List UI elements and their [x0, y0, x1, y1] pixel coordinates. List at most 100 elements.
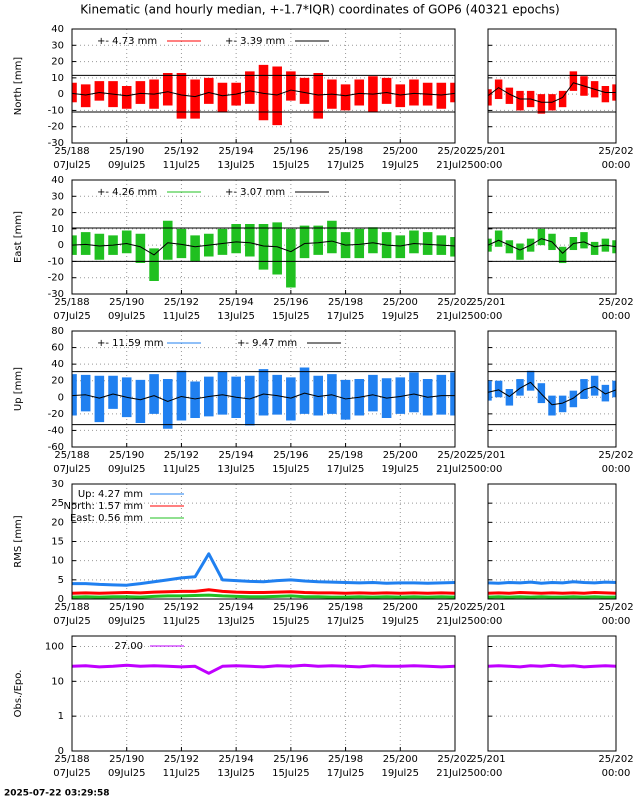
y-tick-label: 25: [51, 498, 64, 509]
x-tick-label: 25/202 00:00: [598, 450, 634, 475]
x-tick-label: 25/194 13Jul25: [217, 450, 255, 475]
x-tick-label: 25/196 15Jul25: [272, 754, 310, 779]
series-line: [488, 663, 616, 669]
x-tick-label: 25/200 19Jul25: [381, 754, 420, 779]
series-line: [72, 663, 455, 675]
x-tick-label: 25/196 15Jul25: [272, 450, 310, 475]
y-tick-label: 0: [58, 746, 64, 757]
y-tick-label: -10: [48, 256, 64, 267]
y-tick-label: 40: [51, 175, 64, 186]
x-tick-label-box: 25/188 07Jul25: [53, 754, 91, 779]
y-tick-label: 20: [51, 208, 64, 219]
panel-frame: [71, 483, 456, 600]
x-tick-label: 25/188 07Jul25: [53, 602, 91, 627]
x-tick-label: 25/202 21Jul25: [436, 146, 474, 171]
y-tick-label: -30: [48, 138, 64, 149]
series-line: [72, 392, 455, 402]
plot-area: [488, 71, 616, 114]
x-tick-label-box: 25/202 00:00: [598, 450, 634, 475]
series-line: [488, 590, 616, 595]
plot-area: [488, 580, 616, 599]
x-tick-label: 25/192 11Jul25: [162, 602, 201, 627]
x-tick-label: 25/202 21Jul25: [436, 450, 474, 475]
legend-label: +- 3.07 mm: [225, 187, 285, 198]
y-tick-label: 30: [51, 40, 64, 51]
y-tick-label: 10: [51, 556, 64, 567]
x-tick-label: 25/202 00:00: [598, 146, 634, 171]
x-tick-label-box: 25/198 17Jul25: [326, 146, 365, 171]
x-tick-label: 25/194 13Jul25: [217, 602, 255, 627]
x-tick-label-box: 25/192 11Jul25: [162, 602, 201, 627]
x-tick-label-box: 25/202 21Jul25: [436, 297, 474, 322]
y-tick-label: 60: [51, 343, 64, 354]
x-tick-label-box: 25/194 13Jul25: [217, 450, 255, 475]
x-tick-label-box: 25/192 11Jul25: [163, 450, 201, 475]
y-tick-label: 0: [58, 89, 64, 100]
plot-area: [488, 370, 616, 416]
x-tick-label-box: 25/200 19Jul25: [382, 450, 420, 475]
x-tick-label-box: 25/190 09Jul25: [107, 754, 146, 779]
x-tick-label: 25/188 07Jul25: [53, 146, 91, 171]
x-tick-label: 25/188 07Jul25: [53, 297, 91, 322]
x-tick-label-box: 25/194 13Jul25: [217, 146, 255, 171]
x-tick-label-box: 25/196 15Jul25: [272, 297, 310, 322]
series-line: [488, 82, 616, 103]
x-tick-label: 25/198 17Jul25: [326, 146, 365, 171]
panel-frame: [71, 635, 456, 752]
x-tick-label: 25/190 09Jul25: [107, 754, 146, 779]
plot-area: [488, 228, 616, 264]
legend-label: +- 4.26 mm: [97, 187, 157, 198]
x-tick-label: 25/196 15Jul25: [272, 297, 310, 322]
panel-frame: [71, 179, 456, 295]
panel-frame: [71, 330, 456, 448]
x-tick-label: 25/188 07Jul25: [53, 754, 91, 779]
x-tick-label-box: 25/190 09Jul25: [108, 602, 146, 627]
x-tick-label: 25/196 15Jul25: [272, 146, 310, 171]
x-tick-label-box: 25/190 09Jul25: [108, 450, 146, 475]
y-tick-label: 40: [51, 359, 64, 370]
y-tick-label: 10: [51, 73, 64, 84]
x-tick-label-box: 25/201 00:00: [470, 146, 505, 171]
y-tick-label: 10: [51, 224, 64, 235]
x-tick-label: 25/192 11Jul25: [162, 297, 201, 322]
y-tick-label: -20: [48, 122, 64, 133]
x-tick-label: 25/200 19Jul25: [381, 146, 420, 171]
plot-area: [488, 663, 616, 669]
x-tick-label: 25/196 15Jul25: [272, 602, 310, 627]
x-tick-label: 25/198 17Jul25: [326, 297, 365, 322]
x-tick-label: 25/192 11Jul25: [162, 754, 201, 779]
y-tick-label: 20: [51, 517, 64, 528]
x-tick-label: 25/202 00:00: [598, 754, 634, 779]
y-tick-label: 1: [58, 711, 64, 722]
x-tick-label-box: 25/202 21Jul25: [436, 146, 474, 171]
plot-area: [72, 367, 455, 429]
y-tick-label: 0: [58, 594, 64, 605]
x-tick-label-box: 25/194 13Jul25: [217, 602, 255, 627]
y-tick-label: -30: [48, 289, 64, 300]
x-tick-label: 25/201 00:00: [470, 602, 506, 627]
series-line: [72, 240, 455, 256]
x-tick-label: 25/201 00:00: [470, 297, 506, 322]
x-tick-label: 25/200 19Jul25: [381, 297, 420, 322]
x-tick-label-box: 25/201 00:00: [470, 754, 505, 779]
x-tick-label: 25/200 19Jul25: [381, 602, 420, 627]
series-line: [488, 580, 616, 585]
x-tick-label: 25/198 17Jul25: [326, 602, 365, 627]
x-tick-label: 25/190 09Jul25: [107, 146, 146, 171]
x-tick-label-box: 25/202 00:00: [598, 146, 634, 171]
series-line: [72, 552, 455, 587]
series-line: [72, 89, 455, 98]
x-tick-label: 25/198 17Jul25: [326, 754, 365, 779]
y-tick-label: 5: [58, 575, 64, 586]
plot-area: [72, 220, 455, 288]
panel-frame: [487, 483, 617, 600]
legend-label: 27.00: [114, 641, 143, 652]
x-tick-label: 25/202 00:00: [598, 297, 634, 322]
y-axis-label: East [mm]: [13, 211, 24, 263]
y-tick-label: -20: [48, 409, 64, 420]
y-tick-label: 80: [51, 326, 64, 337]
x-tick-label-box: 25/202 21Jul25: [436, 754, 474, 779]
panel-frame: [487, 28, 617, 144]
